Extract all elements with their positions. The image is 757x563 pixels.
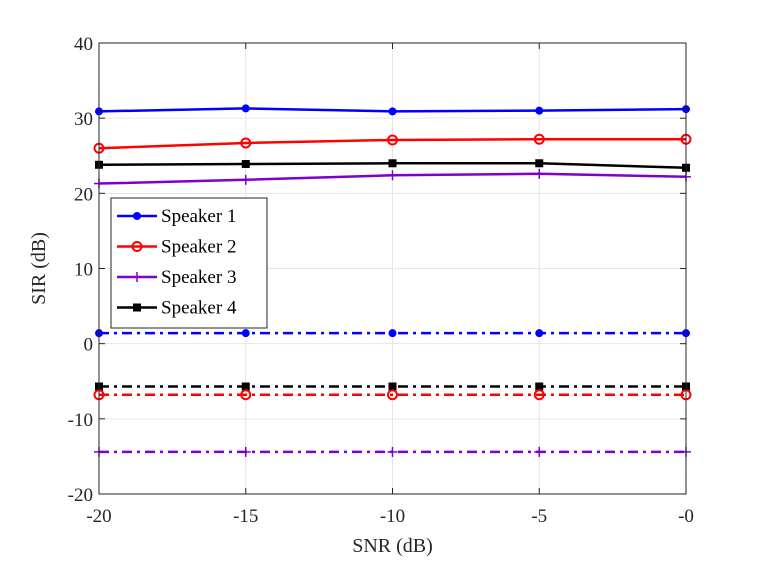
legend-label: Speaker 1 bbox=[161, 206, 236, 227]
y-tick-label: 0 bbox=[84, 335, 94, 356]
series-8 bbox=[94, 446, 691, 457]
data-point bbox=[535, 382, 544, 391]
series-1 bbox=[95, 104, 690, 116]
data-point bbox=[534, 446, 545, 457]
data-point bbox=[387, 446, 398, 457]
legend-label: Speaker 4 bbox=[161, 298, 237, 319]
legend-marker bbox=[133, 212, 141, 220]
data-point bbox=[534, 168, 545, 179]
legend-entry: Speaker 3 bbox=[117, 267, 236, 288]
data-point bbox=[535, 159, 544, 168]
data-point bbox=[388, 329, 397, 338]
data-point bbox=[240, 174, 251, 185]
data-point bbox=[240, 446, 251, 457]
x-tick-label: -5 bbox=[531, 506, 547, 527]
y-tick-label: -10 bbox=[68, 410, 93, 431]
data-point bbox=[241, 104, 250, 113]
tick-layer: -20 -15 -10 -5 -0 -20 -10 0 10 20 30 40 bbox=[68, 34, 694, 527]
data-point bbox=[533, 133, 545, 145]
legend-marker bbox=[131, 241, 143, 252]
data-point bbox=[387, 134, 398, 146]
data-point bbox=[533, 389, 545, 401]
data-point bbox=[241, 329, 250, 338]
data-point bbox=[387, 170, 398, 181]
data-point bbox=[241, 382, 250, 391]
y-tick-label: 20 bbox=[74, 184, 93, 205]
data-point bbox=[388, 107, 397, 116]
x-tick-label: -20 bbox=[86, 506, 111, 527]
x-axis-label: SNR (dB) bbox=[352, 535, 433, 557]
data-point bbox=[387, 389, 398, 401]
data-point bbox=[535, 106, 544, 115]
legend-marker bbox=[133, 303, 141, 312]
data-point bbox=[535, 329, 544, 338]
x-tick-label: -15 bbox=[233, 506, 258, 527]
series-line bbox=[98, 137, 686, 150]
x-tick-label: -0 bbox=[678, 506, 694, 527]
legend-entry: Speaker 2 bbox=[117, 237, 236, 258]
series-5 bbox=[95, 329, 690, 338]
data-point bbox=[240, 137, 252, 149]
series-layer bbox=[93, 104, 692, 457]
legend: Speaker 1 Speaker 2 Speaker 3 Speaker 4 bbox=[110, 197, 268, 329]
y-tick-label: 40 bbox=[74, 34, 93, 55]
legend-marker bbox=[132, 272, 142, 282]
y-tick-label: 30 bbox=[74, 109, 93, 130]
data-point bbox=[241, 160, 250, 169]
data-point bbox=[240, 389, 252, 401]
y-tick-label: 10 bbox=[74, 260, 93, 281]
legend-entry: Speaker 4 bbox=[117, 298, 237, 319]
data-point bbox=[388, 159, 397, 168]
legend-label: Speaker 3 bbox=[161, 267, 236, 288]
legend-label: Speaker 2 bbox=[161, 237, 236, 258]
y-axis-label: SIR (dB) bbox=[28, 232, 50, 305]
legend-entry: Speaker 1 bbox=[117, 206, 236, 227]
x-tick-label: -10 bbox=[380, 506, 405, 527]
data-point bbox=[388, 382, 397, 391]
series-6 bbox=[95, 382, 690, 391]
y-tick-label: -20 bbox=[68, 485, 93, 506]
